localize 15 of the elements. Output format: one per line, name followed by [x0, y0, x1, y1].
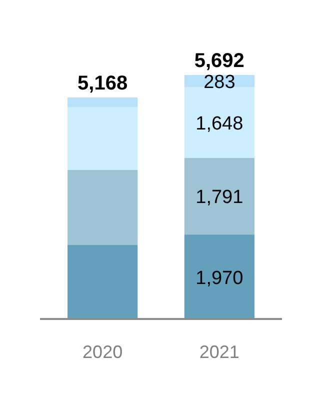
total-label: 5,692: [194, 50, 244, 72]
data-label: 1,648: [196, 113, 244, 134]
bar: [68, 170, 138, 246]
bar: [68, 97, 138, 107]
data-label: 1,791: [196, 187, 244, 208]
bar: [184, 158, 254, 235]
bar: [68, 106, 138, 170]
bar: [68, 245, 138, 319]
total-label: 5,168: [78, 72, 128, 94]
data-label: 1,970: [196, 268, 244, 289]
x-tick-label: 2020: [82, 342, 123, 362]
x-tick-label: 2021: [199, 342, 240, 362]
data-label: 283: [204, 72, 236, 94]
bar: [184, 234, 254, 319]
bar: [184, 87, 254, 158]
